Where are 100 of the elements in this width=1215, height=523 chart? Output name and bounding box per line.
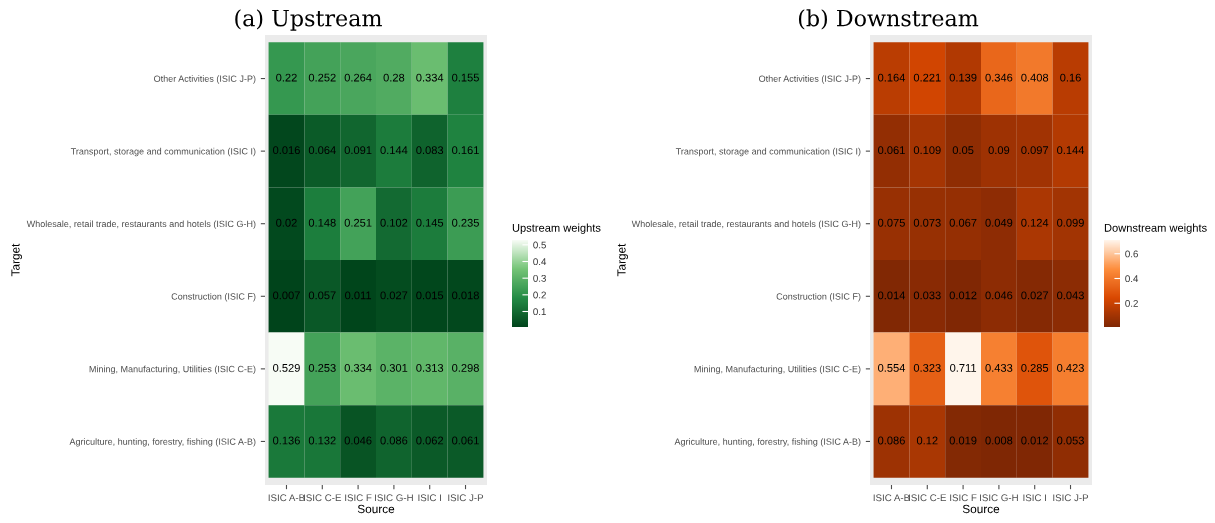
y-tick-label: Transport, storage and communication (ISIC I): [70, 147, 256, 157]
data-label: 0.408: [1021, 73, 1049, 82]
color-bar-label: 0.1: [533, 308, 546, 316]
data-label: 0.008: [985, 436, 1013, 445]
x-tick-label: ISIC I: [1023, 494, 1046, 502]
data-label: 0.007: [273, 291, 300, 300]
x-tick-label: ISIC A-B: [873, 494, 910, 502]
y-tick-label: Construction (ISIC F): [776, 293, 861, 302]
data-label: 0.251: [344, 218, 372, 227]
data-label: 0.136: [273, 436, 300, 445]
color-bar-title: Upstream weights: [512, 223, 601, 234]
data-label: 0.16: [1060, 73, 1081, 82]
data-label: 0.323: [913, 363, 941, 372]
x-tick-label: ISIC C-E: [909, 494, 947, 502]
data-label: 0.086: [878, 436, 905, 445]
y-axis-title: Target: [11, 243, 22, 277]
data-label: 0.144: [380, 146, 408, 155]
data-label: 0.711: [950, 363, 977, 372]
y-tick-label: Construction (ISIC F): [171, 293, 256, 302]
y-tick-label: Transport, storage and communication (ISIC I): [675, 147, 861, 157]
data-label: 0.018: [452, 291, 479, 300]
data-label: 0.529: [273, 363, 300, 372]
data-label: 0.221: [913, 73, 941, 82]
data-label: 0.285: [1021, 363, 1049, 372]
color-bar-label: 0.3: [533, 274, 546, 282]
x-tick-label: ISIC F: [345, 494, 372, 502]
data-label: 0.053: [1057, 436, 1084, 445]
data-label: 0.027: [380, 291, 408, 300]
data-label: 0.027: [1021, 291, 1049, 300]
data-label: 0.301: [380, 363, 408, 372]
data-label: 0.264: [344, 73, 372, 82]
data-label: 0.057: [308, 291, 336, 300]
data-label: 0.109: [913, 146, 941, 155]
x-axis-title: Source: [962, 504, 1000, 514]
data-label: 0.099: [1057, 218, 1084, 227]
data-label: 0.164: [878, 73, 906, 82]
y-tick-label: Agriculture, hunting, forestry, fishing (ISIC A-B): [674, 438, 861, 447]
color-bar-label: 0.2: [1125, 299, 1138, 307]
data-label: 0.05: [952, 146, 974, 155]
y-tick-label: Mining, Manufacturing, Utilities (ISIC C-E): [694, 365, 861, 375]
data-label: 0.012: [949, 291, 977, 300]
data-label: 0.313: [416, 363, 444, 372]
data-label: 0.124: [1021, 218, 1049, 227]
y-tick-label: Mining, Manufacturing, Utilities (ISIC C-E): [89, 365, 256, 375]
data-label: 0.554: [878, 363, 906, 372]
data-label: 0.28: [383, 73, 405, 82]
data-label: 0.075: [878, 218, 905, 227]
y-tick-label: Agriculture, hunting, forestry, fishing (ISIC A-B): [69, 438, 256, 447]
chart-title: (b) Downstream: [798, 9, 979, 30]
data-label: 0.102: [380, 218, 408, 227]
data-label: 0.012: [1021, 436, 1049, 445]
data-label: 0.334: [344, 363, 372, 372]
x-tick-label: ISIC A-B: [268, 494, 305, 502]
data-label: 0.145: [416, 218, 444, 227]
data-label: 0.139: [949, 73, 977, 82]
y-tick-label: Other Activities (ISIC J-P): [759, 75, 861, 84]
x-tick-label: ISIC J-P: [448, 494, 484, 502]
x-axis-title: Source: [357, 504, 395, 514]
data-label: 0.155: [452, 73, 479, 82]
data-label: 0.252: [308, 73, 336, 82]
x-tick-label: ISIC I: [418, 494, 441, 502]
data-label: 0.09: [988, 146, 1010, 155]
x-tick-label: ISIC F: [950, 494, 977, 502]
data-label: 0.083: [416, 146, 444, 155]
data-label: 0.061: [878, 146, 905, 155]
data-label: 0.015: [416, 291, 444, 300]
data-label: 0.014: [878, 291, 906, 300]
data-label: 0.433: [985, 363, 1013, 372]
data-label: 0.298: [452, 363, 479, 372]
color-bar-label: 0.6: [1125, 250, 1138, 258]
data-label: 0.091: [344, 146, 372, 155]
x-tick-label: ISIC G-H: [980, 494, 1018, 502]
x-tick-label: ISIC G-H: [375, 494, 413, 502]
data-label: 0.046: [985, 291, 1013, 300]
data-label: 0.016: [273, 146, 300, 155]
color-bar-label: 0.4: [1125, 275, 1139, 283]
data-label: 0.086: [380, 436, 408, 445]
data-label: 0.097: [1021, 146, 1049, 155]
data-label: 0.043: [1057, 291, 1084, 300]
color-bar-label: 0.4: [533, 258, 547, 266]
data-label: 0.12: [916, 436, 938, 445]
color-bar-title: Downstream weights: [1104, 223, 1207, 234]
data-label: 0.132: [308, 436, 336, 445]
data-label: 0.148: [308, 218, 336, 227]
data-label: 0.161: [452, 146, 479, 155]
data-label: 0.02: [276, 218, 297, 227]
data-label: 0.073: [913, 218, 941, 227]
data-label: 0.011: [345, 291, 372, 300]
y-axis-title: Target: [617, 243, 628, 277]
data-label: 0.049: [985, 218, 1013, 227]
data-label: 0.033: [913, 291, 941, 300]
data-label: 0.019: [949, 436, 977, 445]
color-bar-label: 0.5: [533, 241, 546, 249]
data-label: 0.067: [949, 218, 977, 227]
data-label: 0.064: [308, 146, 336, 155]
y-tick-label: Wholesale, retail trade, restaurants and hotels (ISIC G-H): [631, 220, 861, 229]
data-label: 0.22: [276, 73, 297, 82]
data-label: 0.062: [416, 436, 444, 445]
y-tick-label: Wholesale, retail trade, restaurants and hotels (ISIC G-H): [26, 220, 256, 229]
x-tick-label: ISIC C-E: [304, 494, 342, 502]
